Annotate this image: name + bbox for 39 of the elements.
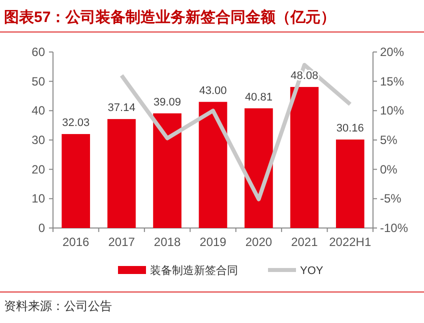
data-label: 43.00 bbox=[199, 84, 227, 97]
x-tick-label: 2017 bbox=[108, 235, 136, 249]
x-tick-label: 2016 bbox=[62, 235, 90, 249]
bar bbox=[198, 102, 228, 228]
y2-tick-label: 0% bbox=[380, 162, 398, 176]
bar bbox=[62, 134, 90, 228]
x-tick-label: 2018 bbox=[154, 235, 181, 249]
title: 图表57：公司装备制造业务新签合同金额（亿元） bbox=[4, 9, 336, 26]
legend-label: YOY bbox=[300, 265, 324, 277]
y2-tick-label: 15% bbox=[380, 74, 404, 88]
data-label: 48.08 bbox=[290, 70, 318, 82]
y-tick-label: 30 bbox=[32, 133, 46, 147]
data-label: 32.03 bbox=[62, 117, 90, 130]
text: 资料来源：公司公告 bbox=[4, 299, 112, 313]
y-tick-label: 50 bbox=[32, 74, 46, 88]
data-label: 39.09 bbox=[154, 96, 182, 108]
y2-tick-label: -5% bbox=[380, 192, 402, 206]
y-tick-label: 40 bbox=[32, 104, 46, 118]
y2-tick-label: 10% bbox=[380, 104, 404, 118]
y2-tick-label: -10% bbox=[380, 221, 408, 235]
data-label: 30.16 bbox=[336, 122, 364, 135]
bar bbox=[153, 113, 182, 228]
x-tick-label: 2021 bbox=[291, 235, 318, 249]
y-tick-label: 20 bbox=[32, 162, 46, 176]
y2-tick-label: 20% bbox=[380, 45, 404, 59]
bar bbox=[244, 108, 273, 228]
x-tick-label: 2019 bbox=[200, 235, 227, 249]
y-tick-label: 60 bbox=[32, 45, 46, 59]
bar bbox=[107, 119, 136, 228]
data-label: 40.81 bbox=[244, 91, 272, 104]
y2-tick-label: 5% bbox=[380, 133, 398, 147]
y-tick-label: 10 bbox=[32, 192, 46, 206]
bar bbox=[290, 86, 319, 228]
legend-label: 装备制造新签合同 bbox=[150, 264, 238, 277]
data-label: 37.14 bbox=[108, 102, 136, 114]
bar bbox=[336, 140, 364, 228]
x-tick-label: 2022H1 bbox=[329, 235, 372, 249]
y-tick-label: 0 bbox=[38, 221, 46, 235]
x-tick-label: 2020 bbox=[245, 235, 272, 249]
